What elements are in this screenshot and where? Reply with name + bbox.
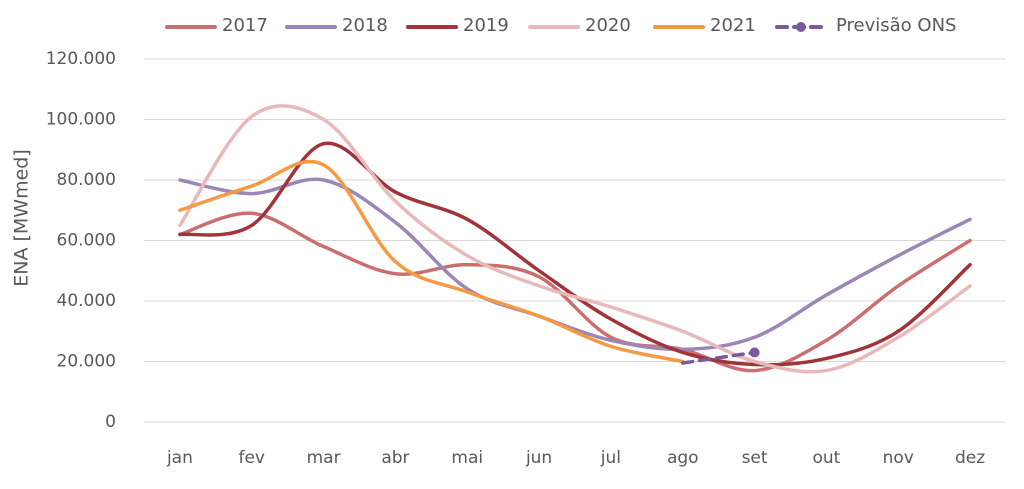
x-tick-label: jul (600, 448, 621, 468)
y-tick-label: 20.000 (57, 352, 116, 372)
series-line (178, 159, 685, 364)
x-tick-label: abr (381, 448, 409, 468)
x-tick-label: mai (451, 448, 483, 468)
x-tick-label: jun (525, 448, 552, 468)
y-tick-label: 100.000 (46, 110, 116, 130)
y-tick-label: 60.000 (57, 231, 116, 251)
series-line (178, 211, 972, 373)
legend-label: 2019 (463, 15, 509, 36)
series-marker (749, 347, 760, 358)
y-tick-label: 0 (105, 412, 116, 432)
x-tick-label: dez (955, 448, 985, 468)
legend-marker (796, 22, 806, 32)
y-tick-label: 120.000 (46, 49, 116, 69)
y-tick-label: 40.000 (57, 291, 116, 311)
y-axis-label: ENA [MWmed] (11, 149, 33, 287)
x-tick-label: mar (307, 448, 341, 468)
x-tick-label: fev (238, 448, 265, 468)
legend-label: 2020 (585, 15, 631, 36)
series-line (178, 104, 972, 374)
x-tick-label: set (742, 448, 768, 468)
legend-label: 2017 (222, 15, 268, 36)
y-tick-label: 80.000 (57, 170, 116, 190)
x-tick-label: out (812, 448, 840, 468)
x-tick-label: nov (883, 448, 914, 468)
series-line (178, 141, 972, 367)
legend-label: 2018 (342, 15, 388, 36)
series-line (178, 177, 972, 352)
x-tick-label: jan (166, 448, 193, 468)
legend-label: 2021 (710, 15, 756, 36)
x-tick-label: ago (667, 448, 699, 468)
legend-label: Previsão ONS (836, 15, 956, 36)
